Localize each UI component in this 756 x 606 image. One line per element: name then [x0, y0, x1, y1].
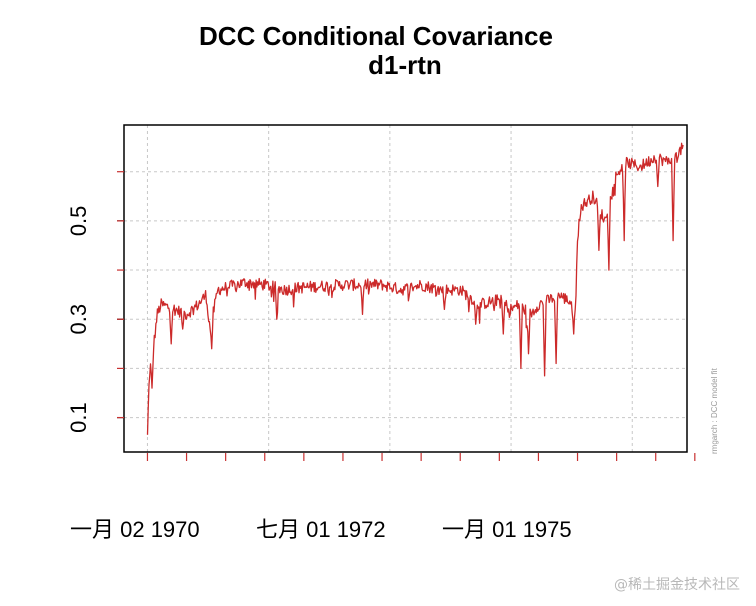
x-tick-label: 一月 01 1975: [442, 517, 572, 542]
y-tick-label: 0.1: [66, 402, 91, 433]
chart-subtitle: d1-rtn: [368, 50, 442, 80]
x-tick-label: 一月 02 1970: [70, 517, 200, 542]
y-tick-label: 0.3: [66, 304, 91, 335]
watermark: @稀土掘金技术社区: [614, 577, 740, 593]
y-axis: 0.1 0.3 0.5: [66, 171, 124, 433]
side-note: rmgarch : DCC model fit: [710, 367, 719, 454]
chart-title: DCC Conditional Covariance: [199, 21, 553, 51]
x-tick-label: 七月 01 1972: [256, 517, 386, 542]
x-axis: 一月 02 1970 七月 01 1972 一月 01 1975: [70, 453, 696, 542]
series-line-d1-rtn: [146, 142, 684, 435]
y-tick-label: 0.5: [66, 206, 91, 237]
plot-border: [123, 124, 688, 453]
grid: [124, 125, 687, 452]
series-layer: [146, 142, 684, 435]
